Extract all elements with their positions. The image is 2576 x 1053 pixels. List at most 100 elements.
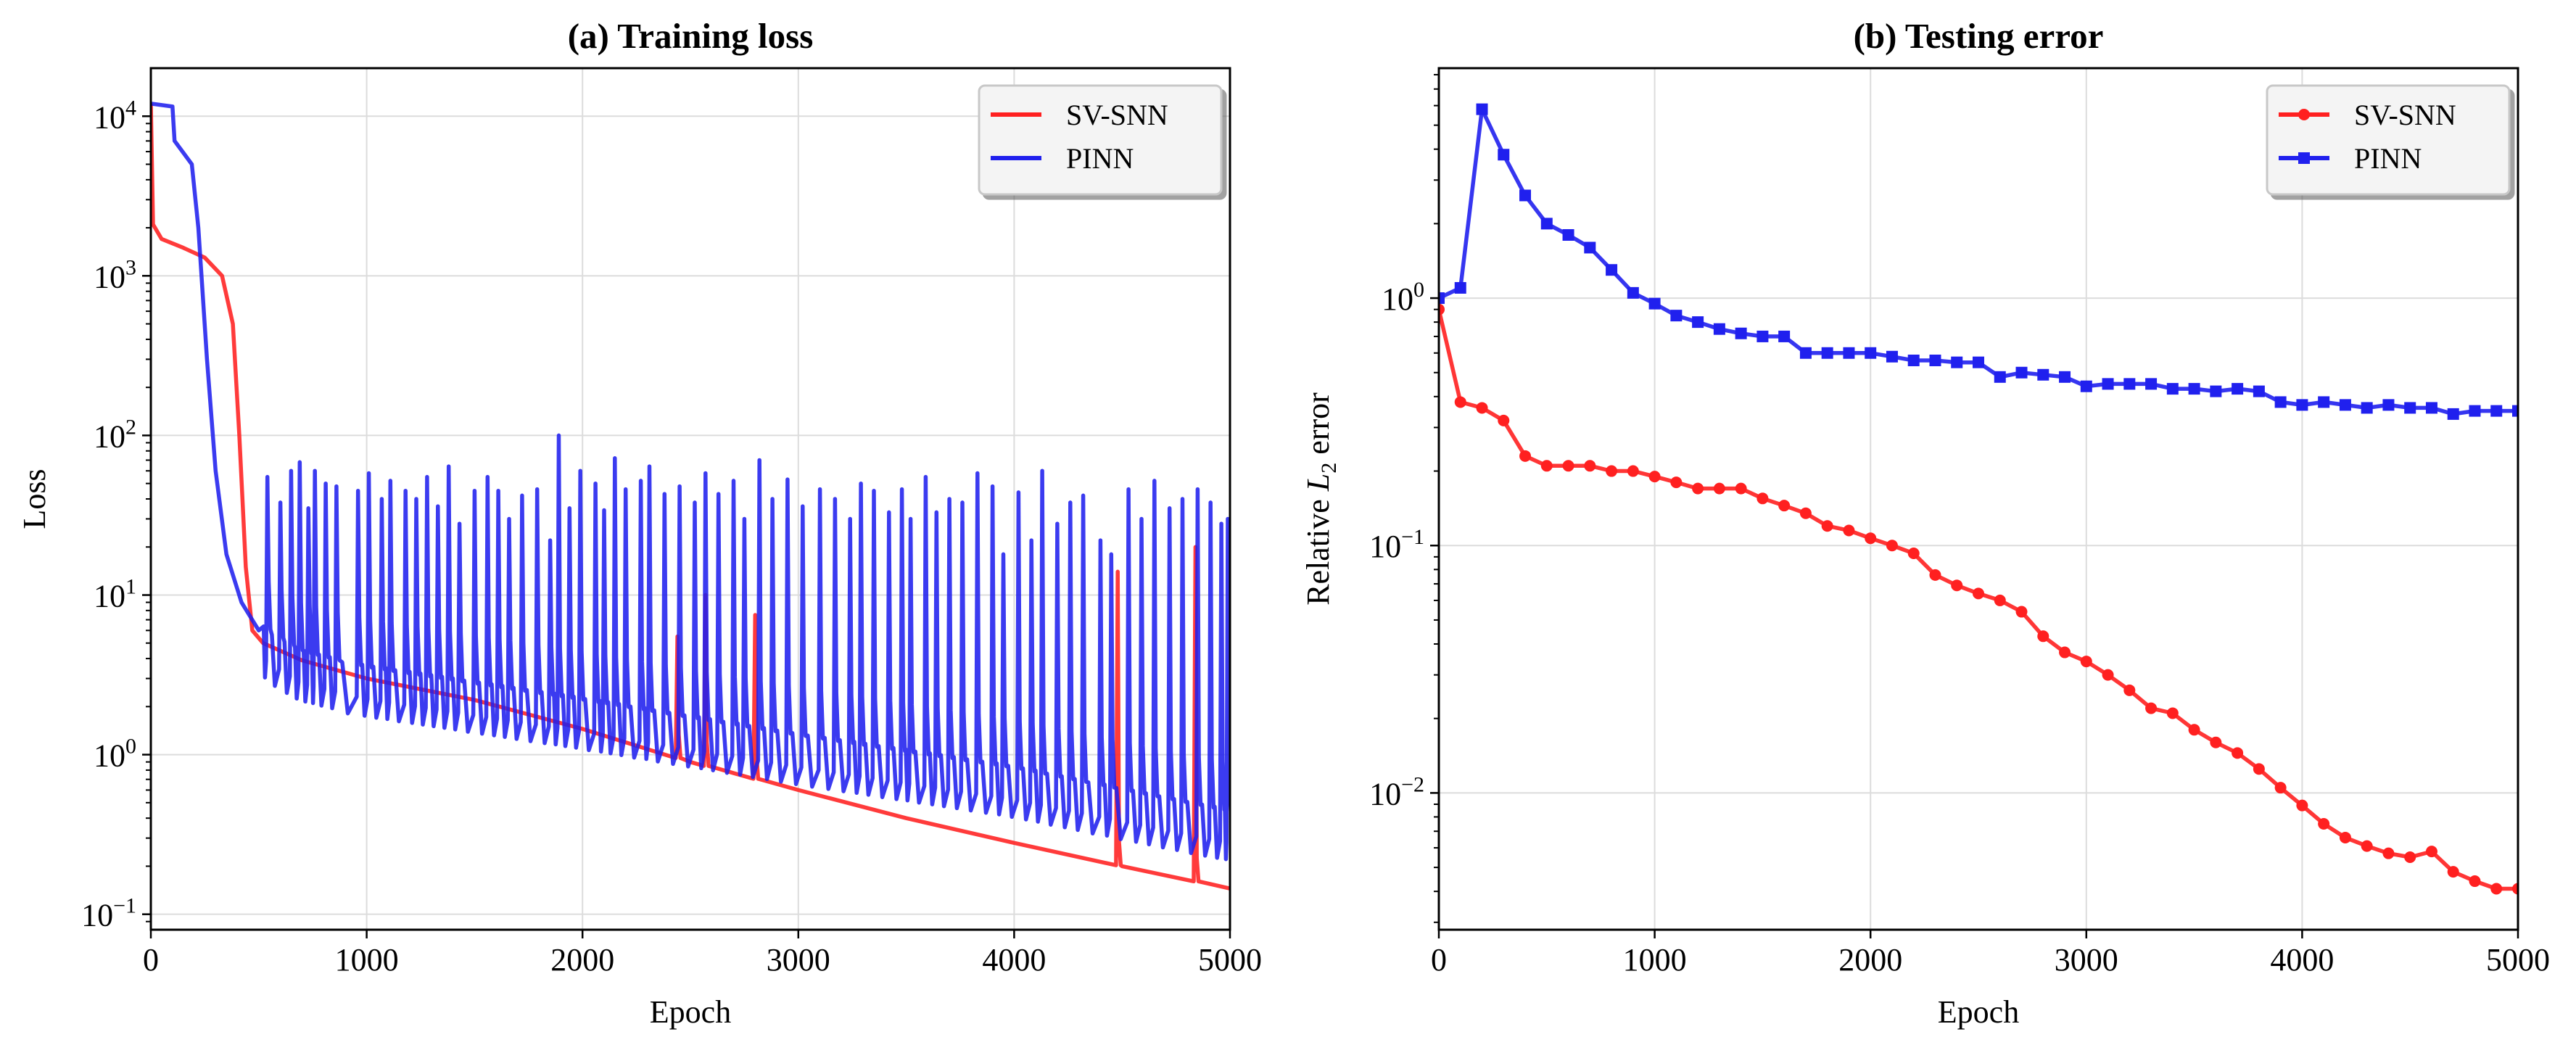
y-tick-label: 100 [94, 735, 136, 774]
pinn-point [1692, 316, 1704, 329]
y-tick-label: 10−1 [1369, 525, 1424, 564]
pinn-point [2382, 399, 2395, 411]
testing-error-chart: (b) Testing error 0 1000 2000 3000 4000 50001… [1300, 16, 2550, 1030]
pinn-point [2469, 405, 2481, 417]
sv-snn-point [1973, 587, 1984, 600]
chart-a-y-label: Loss [17, 468, 52, 529]
sv-snn-point [1562, 460, 1574, 472]
y-tick-exponent: 0 [1413, 278, 1424, 302]
sv-snn-point [1584, 460, 1596, 472]
x-tick-label: 2000 [550, 942, 614, 978]
y-tick-exponent: 1 [125, 575, 136, 599]
sv-snn-point [2339, 831, 2351, 843]
y-tick-label: 10−1 [81, 894, 136, 933]
x-tick-label: 1000 [335, 942, 399, 978]
pinn-point [1865, 347, 1877, 359]
chart-a-series [151, 102, 1230, 891]
y-tick-exponent: 4 [125, 96, 136, 120]
pinn-point [2253, 385, 2265, 397]
chart-b-legend: SV-SNN PINN [2266, 84, 2511, 196]
pinn-point [2296, 399, 2308, 411]
sv-snn-point [1519, 450, 1532, 462]
y-tick-label: 103 [94, 255, 136, 294]
pinn-point [1951, 356, 1963, 368]
sv-snn-point [2274, 782, 2287, 794]
pinn-point [1584, 241, 1596, 254]
sv-snn-point [1606, 465, 1618, 477]
sv-snn-point [2469, 875, 2481, 888]
pinn-point [1713, 323, 1725, 335]
sv-snn-point [2296, 799, 2308, 812]
y-tick-exponent: −2 [1401, 772, 1424, 796]
x-tick-label: 2000 [1838, 942, 1902, 978]
x-tick-label: 5000 [2486, 942, 2550, 978]
chart-b-title: (b) Testing error [1854, 16, 2104, 56]
sv-snn-point [2188, 724, 2200, 736]
sv-snn-point [1648, 471, 1661, 483]
pinn-point [1778, 330, 1791, 342]
pinn-point [1476, 103, 1488, 115]
y-tick-label: 102 [94, 415, 136, 454]
chart-b-frame [1437, 67, 2519, 931]
pinn-point [2188, 383, 2200, 395]
x-tick-label: 4000 [982, 942, 1046, 978]
pinn-point [1929, 354, 1941, 366]
chart-b-x-label: Epoch [1938, 994, 2019, 1030]
sv-snn-point [1886, 540, 1898, 552]
y-tick-exponent: −1 [1401, 525, 1424, 549]
sv-snn-point [1799, 507, 1812, 519]
sv-snn-point [1627, 465, 1639, 477]
sv-snn-point [1865, 532, 1877, 545]
x-tick-label: 3000 [2055, 942, 2118, 978]
sv-snn-point [1929, 569, 1941, 581]
sv-snn-point [2123, 684, 2136, 696]
y-tick-base: 10 [94, 418, 125, 454]
pinn-point [2210, 385, 2222, 397]
y-tick-base: 10 [94, 738, 125, 774]
chart-b-markers [1439, 103, 2518, 895]
sv-snn-point [1692, 482, 1704, 495]
y-tick-label: 10−2 [1369, 772, 1424, 812]
pinn-point [2102, 378, 2114, 390]
pinn-point [2318, 396, 2330, 408]
y-tick-base: 10 [1369, 776, 1401, 812]
chart-b-series [1439, 103, 2518, 895]
sv-snn-point [2232, 747, 2244, 759]
sv-snn-point [1476, 402, 1488, 414]
pinn-point [1439, 292, 1445, 305]
pinn-point [1648, 297, 1661, 310]
y-tick-label: 100 [1382, 278, 1424, 317]
sv-snn-point [1670, 476, 1683, 489]
y-tick-exponent: −1 [113, 894, 136, 918]
sv-snn-point [2447, 866, 2459, 878]
sv-snn-point [2037, 630, 2049, 643]
sv-snn-point [1778, 500, 1791, 512]
sv-snn-point [2253, 763, 2265, 775]
pinn-point [1756, 330, 1769, 342]
sv-snn-point [1994, 594, 2006, 606]
chart-b-legend-sv-snn-marker [2298, 109, 2310, 120]
sv-snn-point [1540, 460, 1553, 472]
sv-snn-point [2382, 847, 2395, 859]
pinn-point [1519, 189, 1532, 202]
sv-snn-point [1907, 547, 1920, 559]
x-tick-label: 0 [1431, 942, 1447, 978]
chart-b-y-label-var: L [1300, 474, 1336, 492]
pinn-point [1994, 371, 2006, 383]
chart-b-gridlines [1438, 68, 2519, 930]
y-tick-label: 104 [94, 96, 136, 135]
sv-snn-point [2490, 883, 2503, 895]
sv-snn-point [1756, 492, 1769, 505]
pinn-point [2145, 378, 2158, 390]
pinn-point [1735, 327, 1747, 339]
pinn-point [2512, 405, 2518, 417]
sv-snn-point [2166, 707, 2179, 719]
pinn-point [2037, 368, 2049, 381]
y-tick-base: 10 [94, 259, 125, 294]
chart-b-y-label: Relative L2 error [1300, 392, 1341, 606]
x-tick-label: 4000 [2270, 942, 2334, 978]
sv-snn-point [2059, 646, 2071, 658]
pinn-point [2425, 402, 2437, 414]
